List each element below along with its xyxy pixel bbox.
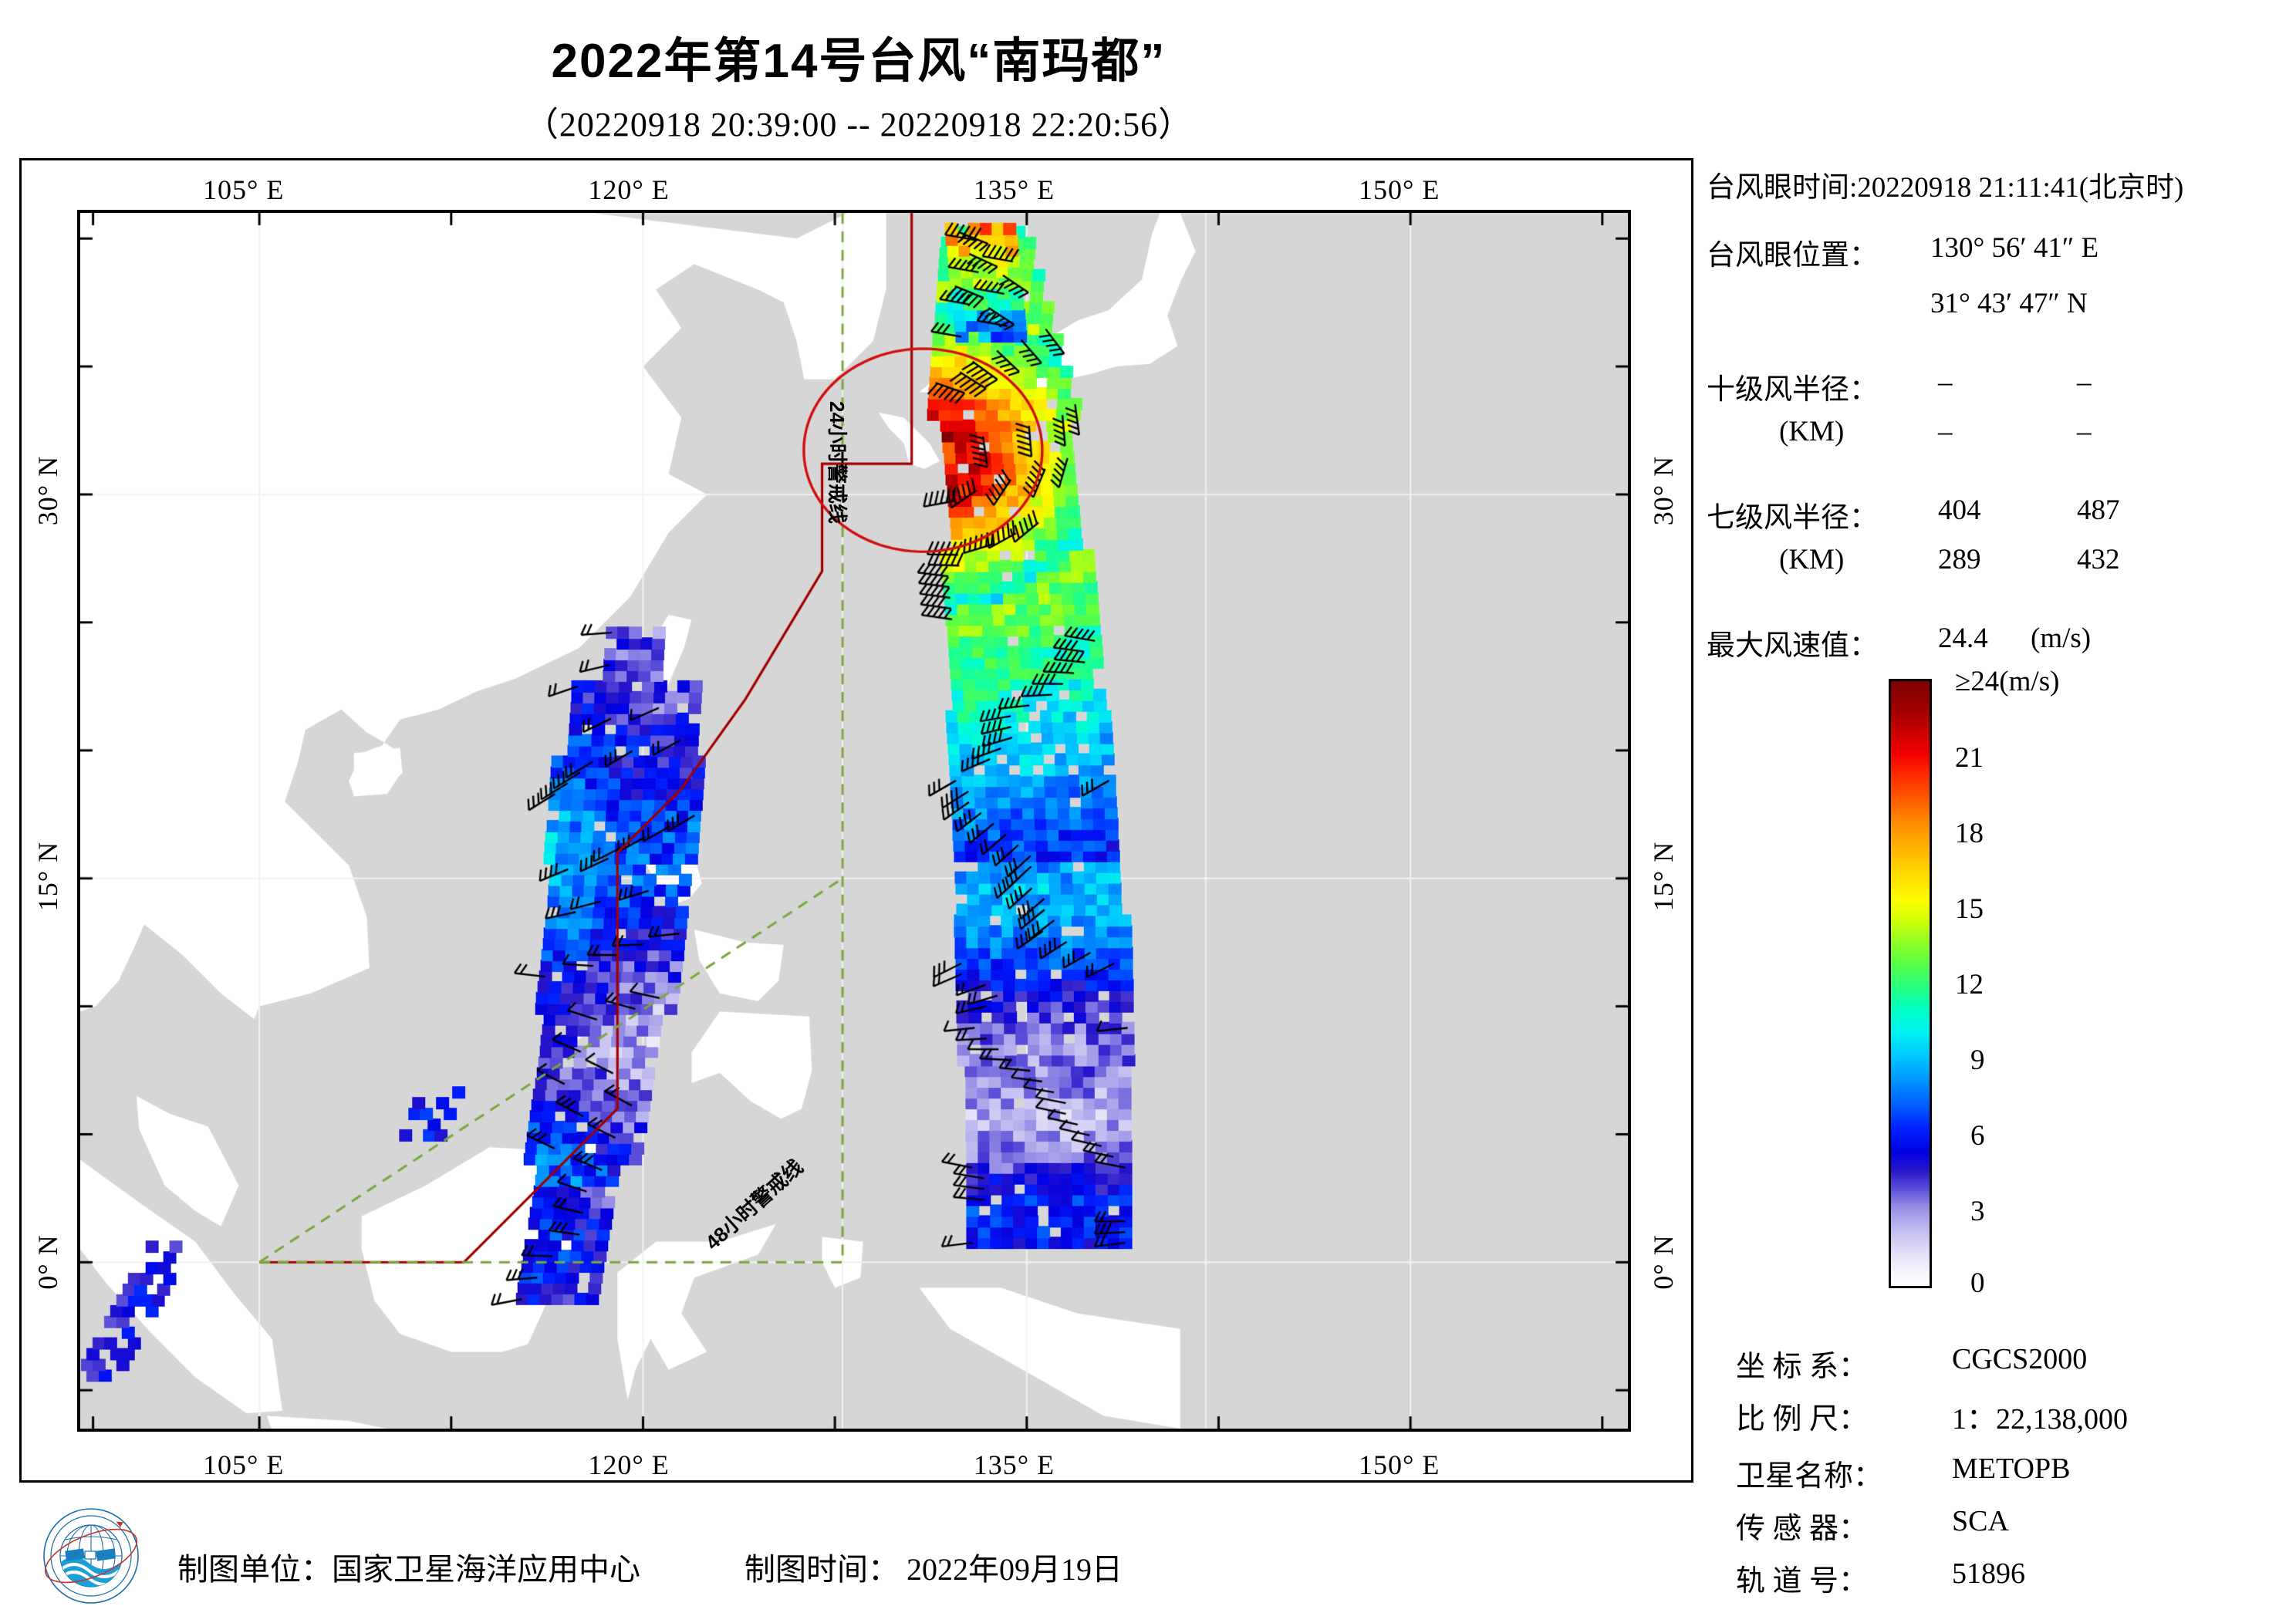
lat-tick-15: 15° N: [32, 841, 63, 912]
eye-time-label: 台风眼时间:: [1707, 172, 1858, 204]
lat-tick-30: 30° N: [1648, 455, 1679, 526]
typhoon-info-panel: 台风眼时间:20220918 21:11:41(北京时) 台风眼位置： 130°…: [1707, 164, 2293, 1475]
lon-tick-150: 150° E: [1359, 174, 1440, 205]
lon-tick-150: 150° E: [1359, 1449, 1440, 1480]
scale-value: 1：22,138,000: [1952, 1403, 2129, 1436]
wind-speed-colorbar: ≥24(m/s) 21 18 15 12 9 6 3 0: [1889, 666, 2274, 1299]
footer-producing-unit: 制图单位：国家卫星海洋应用中心: [177, 1552, 640, 1587]
r7-unit: (KM): [1779, 544, 1845, 575]
colorbar-tick-15: 15: [1955, 893, 1984, 925]
satellite-label: 卫星名称：: [1736, 1460, 1883, 1493]
crs-label: 坐 标 系：: [1736, 1351, 1869, 1383]
max-wind-value: 24.4: [1938, 623, 1988, 654]
sensor-label: 传 感 器：: [1736, 1513, 1869, 1545]
colorbar-tick-21: 21: [1955, 742, 1984, 774]
lat-tick-0: 0° N: [32, 1234, 63, 1290]
colorbar-tick-18: 18: [1955, 818, 1984, 849]
r7-value-se: 487: [2077, 494, 2120, 526]
colorbar-tick-9: 9: [1970, 1044, 1985, 1076]
lon-tick-135: 135° E: [973, 1449, 1055, 1480]
r7-value-nw: 432: [2077, 544, 2120, 575]
map-panel[interactable]: [77, 210, 1631, 1432]
eye-time-row: 台风眼时间:20220918 21:11:41(北京时): [1707, 164, 2183, 205]
orbit-value: 51896: [1952, 1557, 2025, 1590]
lon-tick-120: 120° E: [588, 1449, 670, 1480]
lon-tick-105: 105° E: [203, 174, 285, 205]
eye-position-label: 台风眼位置：: [1707, 240, 1878, 272]
r10-value-se: –: [2077, 366, 2092, 398]
satellite-value: METOPB: [1952, 1453, 2071, 1485]
nsoas-logo-icon: [43, 1508, 139, 1604]
crs-value: CGCS2000: [1952, 1343, 2088, 1375]
scale-label: 比 例 尺：: [1736, 1403, 1869, 1436]
r7-value-sw: 289: [1938, 544, 1981, 575]
colorbar-tick-24: ≥24(m/s): [1955, 666, 2060, 697]
eye-position-lon: 130° 56′ 41″ E: [1930, 232, 2099, 264]
r10-value-ne: –: [1938, 366, 1953, 398]
footer-production-date: 制图时间： 2022年09月19日: [745, 1552, 1123, 1587]
r10-label: 十级风半径：: [1707, 374, 1878, 406]
sensor-value: SCA: [1952, 1505, 2009, 1537]
r10-value-nw: –: [2077, 416, 2092, 447]
wind-field-map-canvas[interactable]: [80, 213, 1628, 1429]
lon-tick-135: 135° E: [973, 174, 1055, 205]
r10-value-sw: –: [1938, 416, 1953, 447]
max-wind-unit: (m/s): [2031, 623, 2092, 654]
lat-tick-0: 0° N: [1648, 1234, 1679, 1290]
eye-time-value: 20220918 21:11:41(北京时): [1857, 172, 2184, 204]
orbit-label: 轨 道 号：: [1736, 1565, 1869, 1598]
lon-tick-105: 105° E: [203, 1449, 285, 1480]
r7-value-ne: 404: [1938, 494, 1981, 526]
lat-tick-15: 15° N: [1648, 841, 1679, 912]
r7-label: 七级风半径：: [1707, 502, 1878, 534]
colorbar-tick-3: 3: [1970, 1196, 1985, 1227]
eye-position-lat: 31° 43′ 47″ N: [1930, 288, 2088, 319]
r10-unit: (KM): [1779, 416, 1845, 447]
colorbar-tick-12: 12: [1955, 969, 1984, 1000]
colorbar-gradient: [1889, 679, 1932, 1288]
footer: 制图单位：国家卫星海洋应用中心 制图时间： 2022年09月19日: [19, 1504, 1693, 1620]
lon-tick-120: 120° E: [588, 174, 670, 205]
lat-tick-30: 30° N: [32, 455, 63, 526]
colorbar-tick-6: 6: [1970, 1120, 1985, 1152]
page-subtitle: （20220918 20:39:00 -- 20220918 22:20:56）: [524, 106, 1194, 143]
page-title: 2022年第14号台风“南玛都”: [551, 35, 1167, 88]
colorbar-tick-0: 0: [1970, 1267, 1985, 1299]
max-wind-label: 最大风速值：: [1707, 630, 1878, 662]
warning-line-24h-label: 24小时警戒线: [826, 401, 849, 524]
